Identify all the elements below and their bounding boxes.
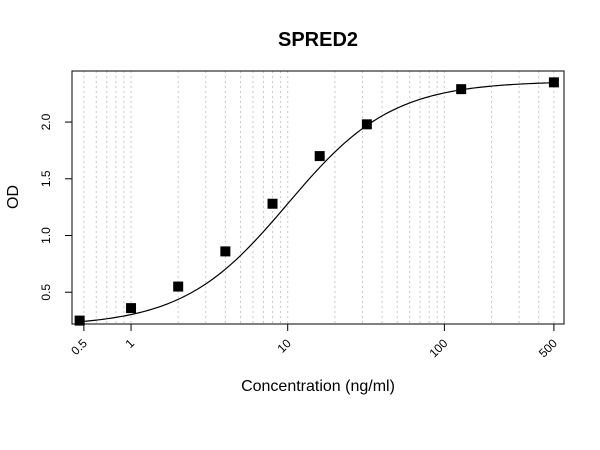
x-tick-label: 10	[274, 336, 294, 356]
x-tick-label: 100	[426, 336, 450, 360]
data-point	[456, 84, 467, 95]
x-tick-label: 0.5	[68, 336, 90, 358]
data-point	[314, 151, 325, 162]
data-point	[220, 246, 231, 257]
data-point	[173, 281, 184, 292]
data-point	[126, 303, 137, 314]
y-tick-label: 0.5	[39, 284, 53, 301]
x-axis: 0.5 1 10 100 500	[68, 324, 560, 360]
x-tick-label: 1	[123, 336, 138, 351]
data-points	[74, 77, 559, 326]
data-point	[74, 315, 85, 326]
plot-frame	[71, 70, 565, 325]
fit-curve	[79, 82, 554, 323]
fit-curve-layer	[79, 82, 554, 323]
x-tick-label: 500	[536, 336, 560, 360]
y-tick-label: 1.5	[39, 170, 53, 187]
y-axis-label: OD	[5, 185, 22, 209]
chart-title: SPRED2	[278, 29, 358, 51]
x-axis-label: Concentration (ng/ml)	[241, 378, 395, 395]
grid-lines	[83, 71, 555, 324]
y-tick-label: 1.0	[39, 227, 53, 244]
y-axis: 0.5 1.0 1.5 2.0	[39, 113, 72, 301]
data-point	[361, 119, 372, 130]
data-point	[267, 198, 278, 209]
data-point	[548, 77, 559, 88]
y-tick-label: 2.0	[39, 113, 53, 130]
